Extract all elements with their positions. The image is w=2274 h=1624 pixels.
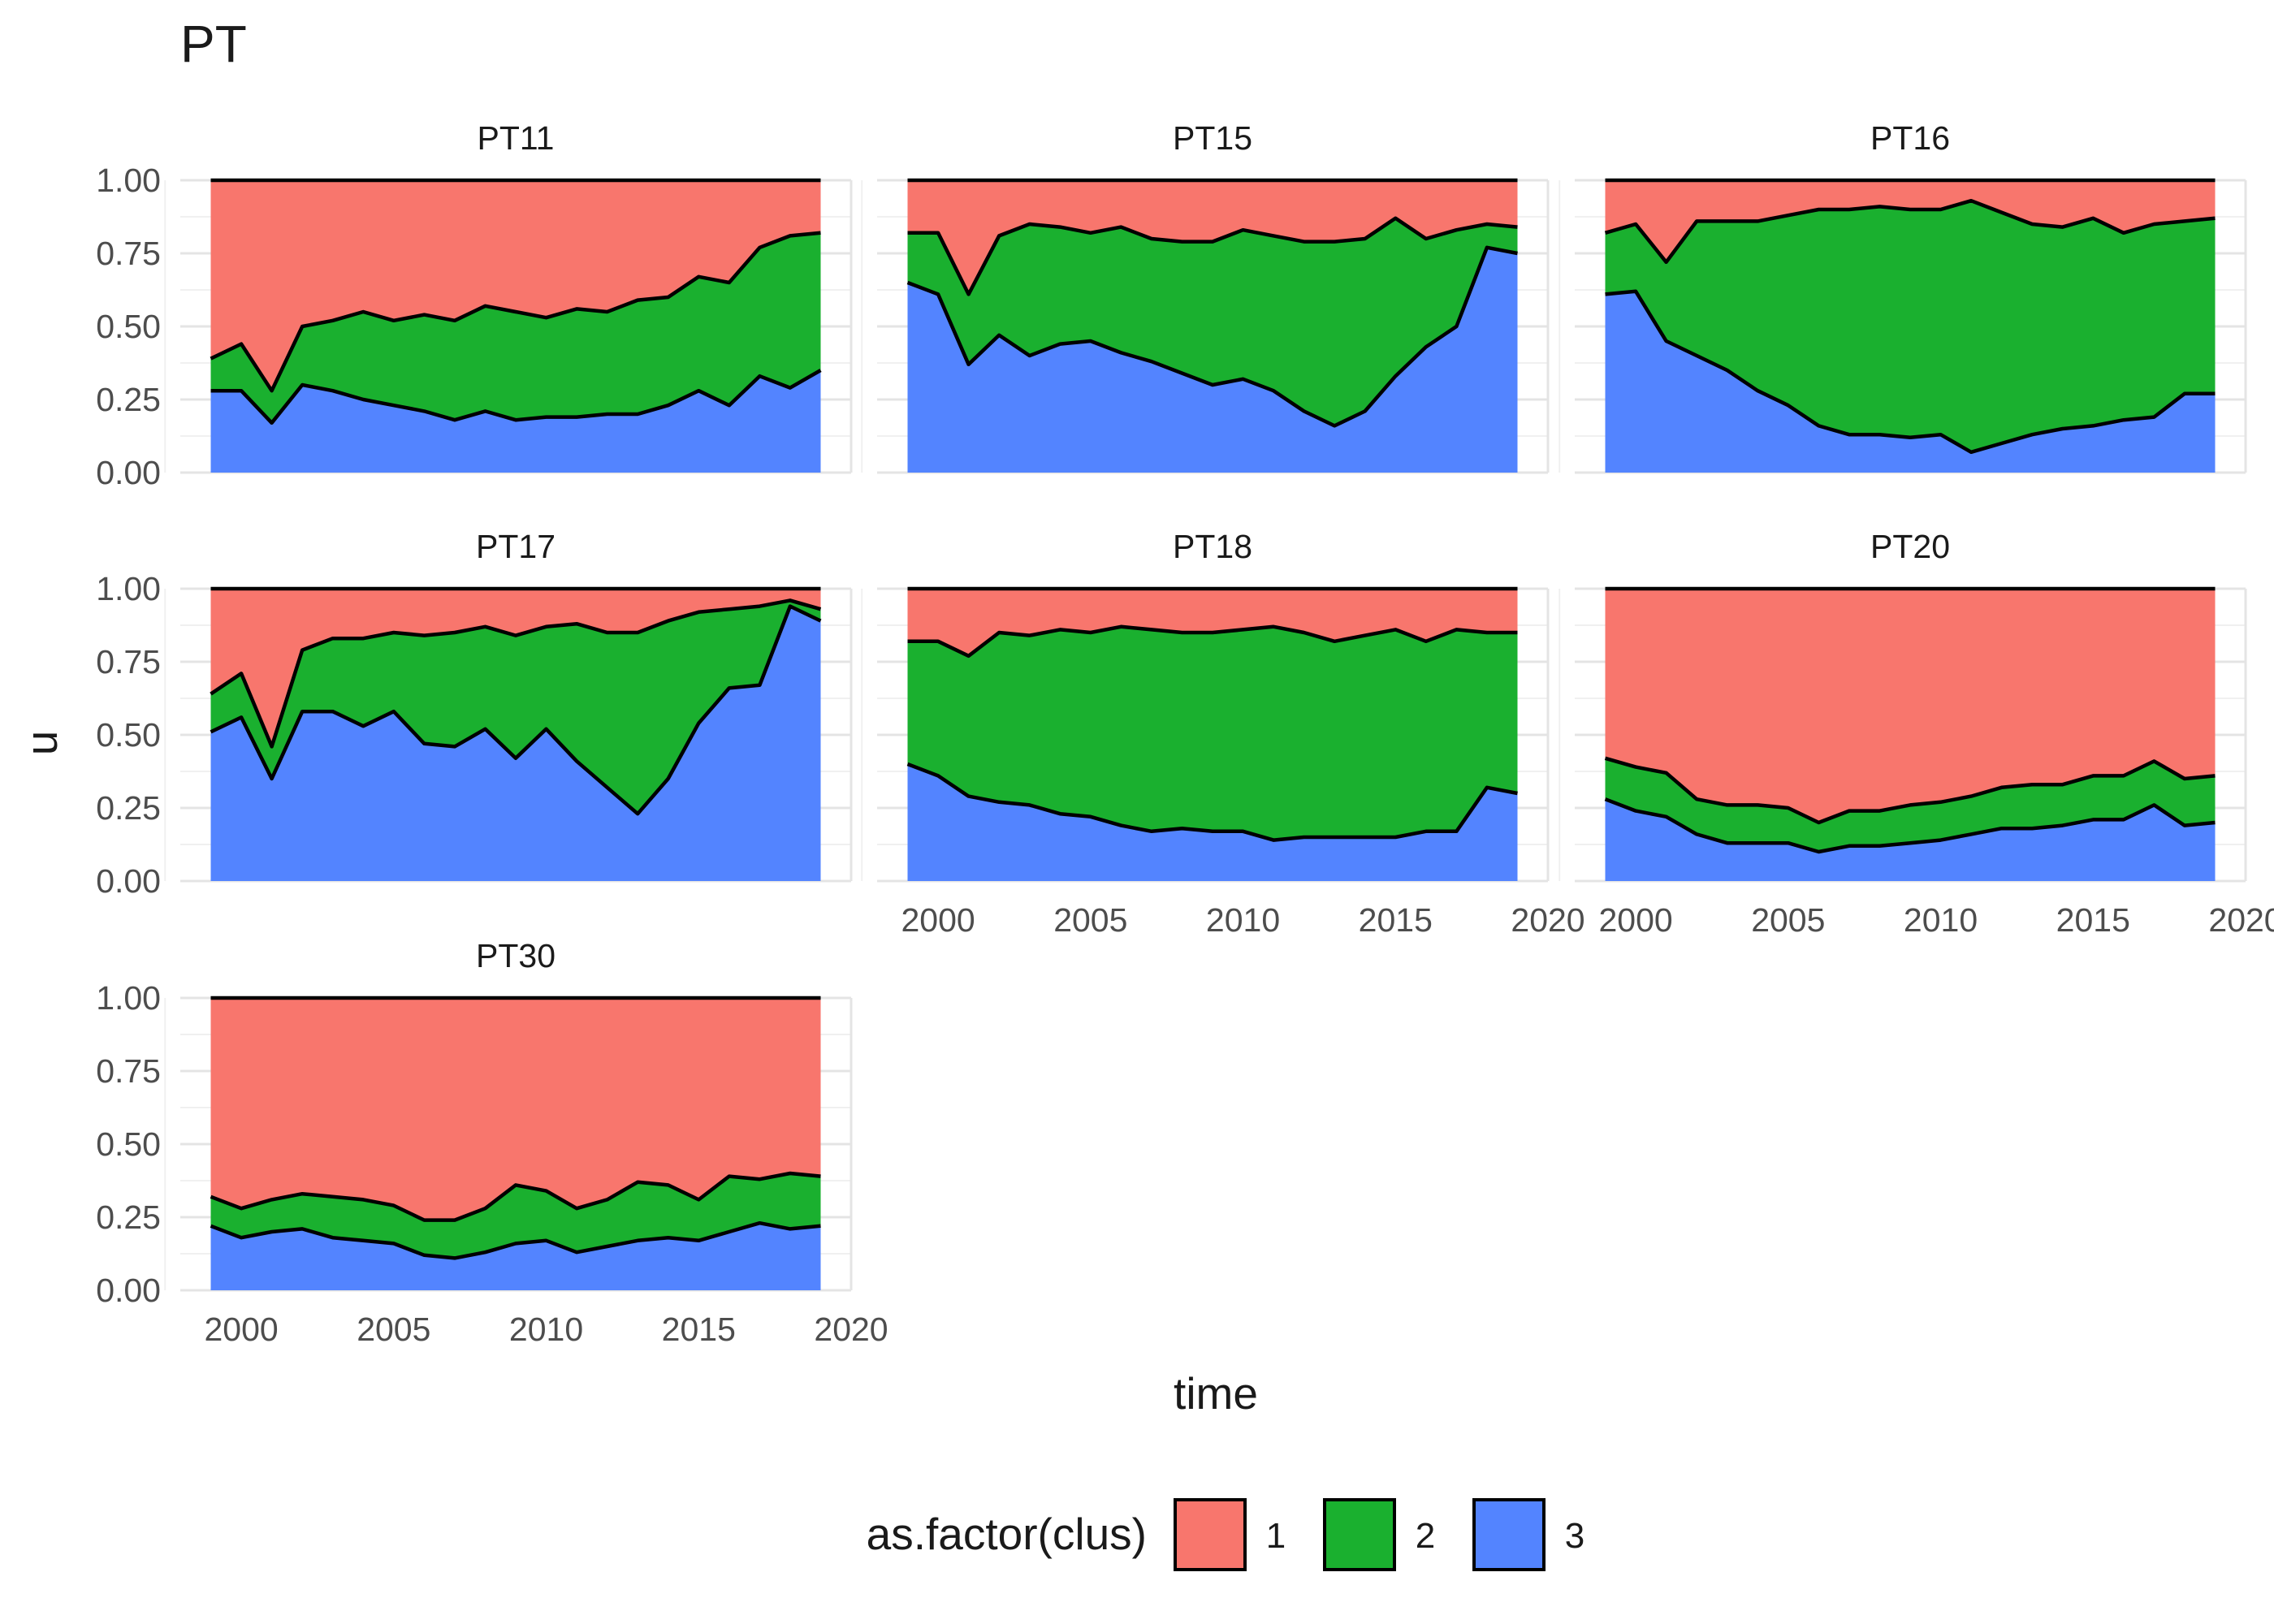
- facet-panels: PT11 0.00 0.25 0.50 0.75 1.00 PT15 PT16 PT17 0.00…: [96, 119, 2274, 1348]
- legend-title: as.factor(clus): [867, 1509, 1147, 1559]
- area-cluster-1: [1605, 589, 2216, 823]
- chart-title: PT: [180, 15, 247, 73]
- x-tick-label: 2005: [1053, 901, 1127, 939]
- x-tick-label: 2005: [1751, 901, 1825, 939]
- facet-panel-pt18: PT18 2000 2005 2010 2015 2020: [861, 528, 1585, 939]
- legend-swatch-3: [1472, 1498, 1546, 1571]
- area-cluster-1: [1605, 180, 2216, 262]
- facet-panel-pt16: PT16: [1559, 119, 2247, 474]
- y-tick-label: 0.50: [96, 1125, 161, 1163]
- series-line-cluster-2: [907, 624, 1518, 659]
- series-line-cluster-3: [906, 245, 1518, 428]
- y-tick-label: 0.00: [96, 862, 161, 900]
- area-cluster-1: [210, 180, 821, 391]
- x-tick-label: 2015: [2056, 901, 2130, 939]
- x-tick-label: 2015: [662, 1311, 736, 1348]
- x-tick-label: 2010: [1904, 901, 1978, 939]
- y-tick-label: 1.00: [96, 570, 161, 607]
- facet-strip-label: PT17: [476, 528, 556, 565]
- facet-strip-label: PT20: [1870, 528, 1950, 565]
- series-line-cluster-3: [210, 1220, 821, 1260]
- y-tick-label: 0.25: [96, 789, 161, 827]
- area-cluster-1: [907, 589, 1518, 656]
- facet-strip-label: PT16: [1870, 119, 1950, 157]
- facet-strip-label: PT15: [1173, 119, 1252, 157]
- series-line-cluster-2: [210, 1171, 821, 1222]
- y-axis-title: u: [16, 731, 67, 756]
- legend-label-1: 1: [1266, 1516, 1286, 1556]
- facet-panel-pt17: PT17 0.00 0.25 0.50 0.75 1.00: [96, 528, 853, 900]
- x-tick-label: 2005: [357, 1311, 430, 1348]
- facet-strip-label: PT18: [1173, 528, 1252, 565]
- area-cluster-1: [210, 998, 821, 1220]
- x-tick-label: 2010: [1206, 901, 1280, 939]
- y-tick-label: 1.00: [96, 979, 161, 1017]
- area-cluster-1: [210, 589, 821, 747]
- y-tick-label: 1.00: [96, 162, 161, 199]
- area-cluster-3: [1605, 291, 2216, 473]
- facet-panel-pt11: PT11 0.00 0.25 0.50 0.75 1.00: [96, 119, 853, 491]
- x-tick-label: 2020: [1511, 901, 1584, 939]
- facet-panel-pt20: PT20 2000 2005 2010 2015 2020: [1559, 528, 2274, 939]
- series-line-cluster-3: [906, 762, 1518, 842]
- x-tick-label: 2000: [901, 901, 975, 939]
- y-tick-label: 0.25: [96, 1199, 161, 1236]
- area-cluster-3: [907, 247, 1518, 473]
- x-tick-label: 2000: [1598, 901, 1672, 939]
- legend-swatch-2: [1323, 1498, 1396, 1571]
- area-cluster-3: [1605, 799, 2216, 881]
- x-axis-title: time: [1174, 1368, 1258, 1419]
- facet-panel-pt30: PT30 0.00 0.25 0.50 0.75 1.00 2000 2005 2010 2015…: [96, 937, 888, 1348]
- legend-label-3: 3: [1565, 1516, 1584, 1556]
- y-tick-label: 0.75: [96, 1052, 161, 1090]
- x-tick-label: 2010: [509, 1311, 583, 1348]
- series-line-cluster-3: [1605, 289, 2216, 455]
- facet-strip-label: PT30: [476, 937, 556, 974]
- y-tick-label: 0.50: [96, 716, 161, 754]
- legend-swatch-1: [1174, 1498, 1247, 1571]
- x-tick-label: 2020: [2208, 901, 2274, 939]
- y-tick-label: 0.75: [96, 643, 161, 680]
- area-cluster-3: [907, 764, 1518, 881]
- series-line-cluster-3: [210, 369, 822, 425]
- legend-label-2: 2: [1416, 1516, 1435, 1556]
- series-line-cluster-2: [1604, 756, 2216, 825]
- area-cluster-3: [210, 1223, 821, 1290]
- y-tick-label: 0.75: [96, 235, 161, 272]
- x-tick-label: 2020: [814, 1311, 888, 1348]
- area-cluster-2: [210, 232, 821, 423]
- facet-strip-label: PT11: [478, 119, 555, 157]
- series-line-cluster-2: [907, 216, 1518, 296]
- series-line-cluster-3: [1604, 797, 2216, 854]
- area-cluster-2: [907, 218, 1518, 426]
- area-cluster-1: [907, 180, 1518, 295]
- y-tick-label: 0.00: [96, 454, 161, 491]
- area-cluster-2: [907, 626, 1518, 840]
- area-cluster-2: [210, 600, 821, 814]
- series-line-cluster-2: [210, 598, 822, 749]
- x-tick-label: 2015: [1359, 901, 1433, 939]
- area-cluster-3: [210, 606, 821, 881]
- series-line-cluster-2: [210, 231, 821, 393]
- x-tick-label: 2000: [204, 1311, 278, 1348]
- facet-panel-pt15: PT15: [861, 119, 1550, 474]
- y-tick-label: 0.00: [96, 1272, 161, 1309]
- legend: as.factor(clus) 1 2 3: [867, 1498, 1584, 1571]
- series-line-cluster-3: [210, 604, 822, 816]
- y-tick-label: 0.25: [96, 381, 161, 418]
- series-line-cluster-2: [1604, 198, 2216, 265]
- y-tick-label: 0.50: [96, 308, 161, 345]
